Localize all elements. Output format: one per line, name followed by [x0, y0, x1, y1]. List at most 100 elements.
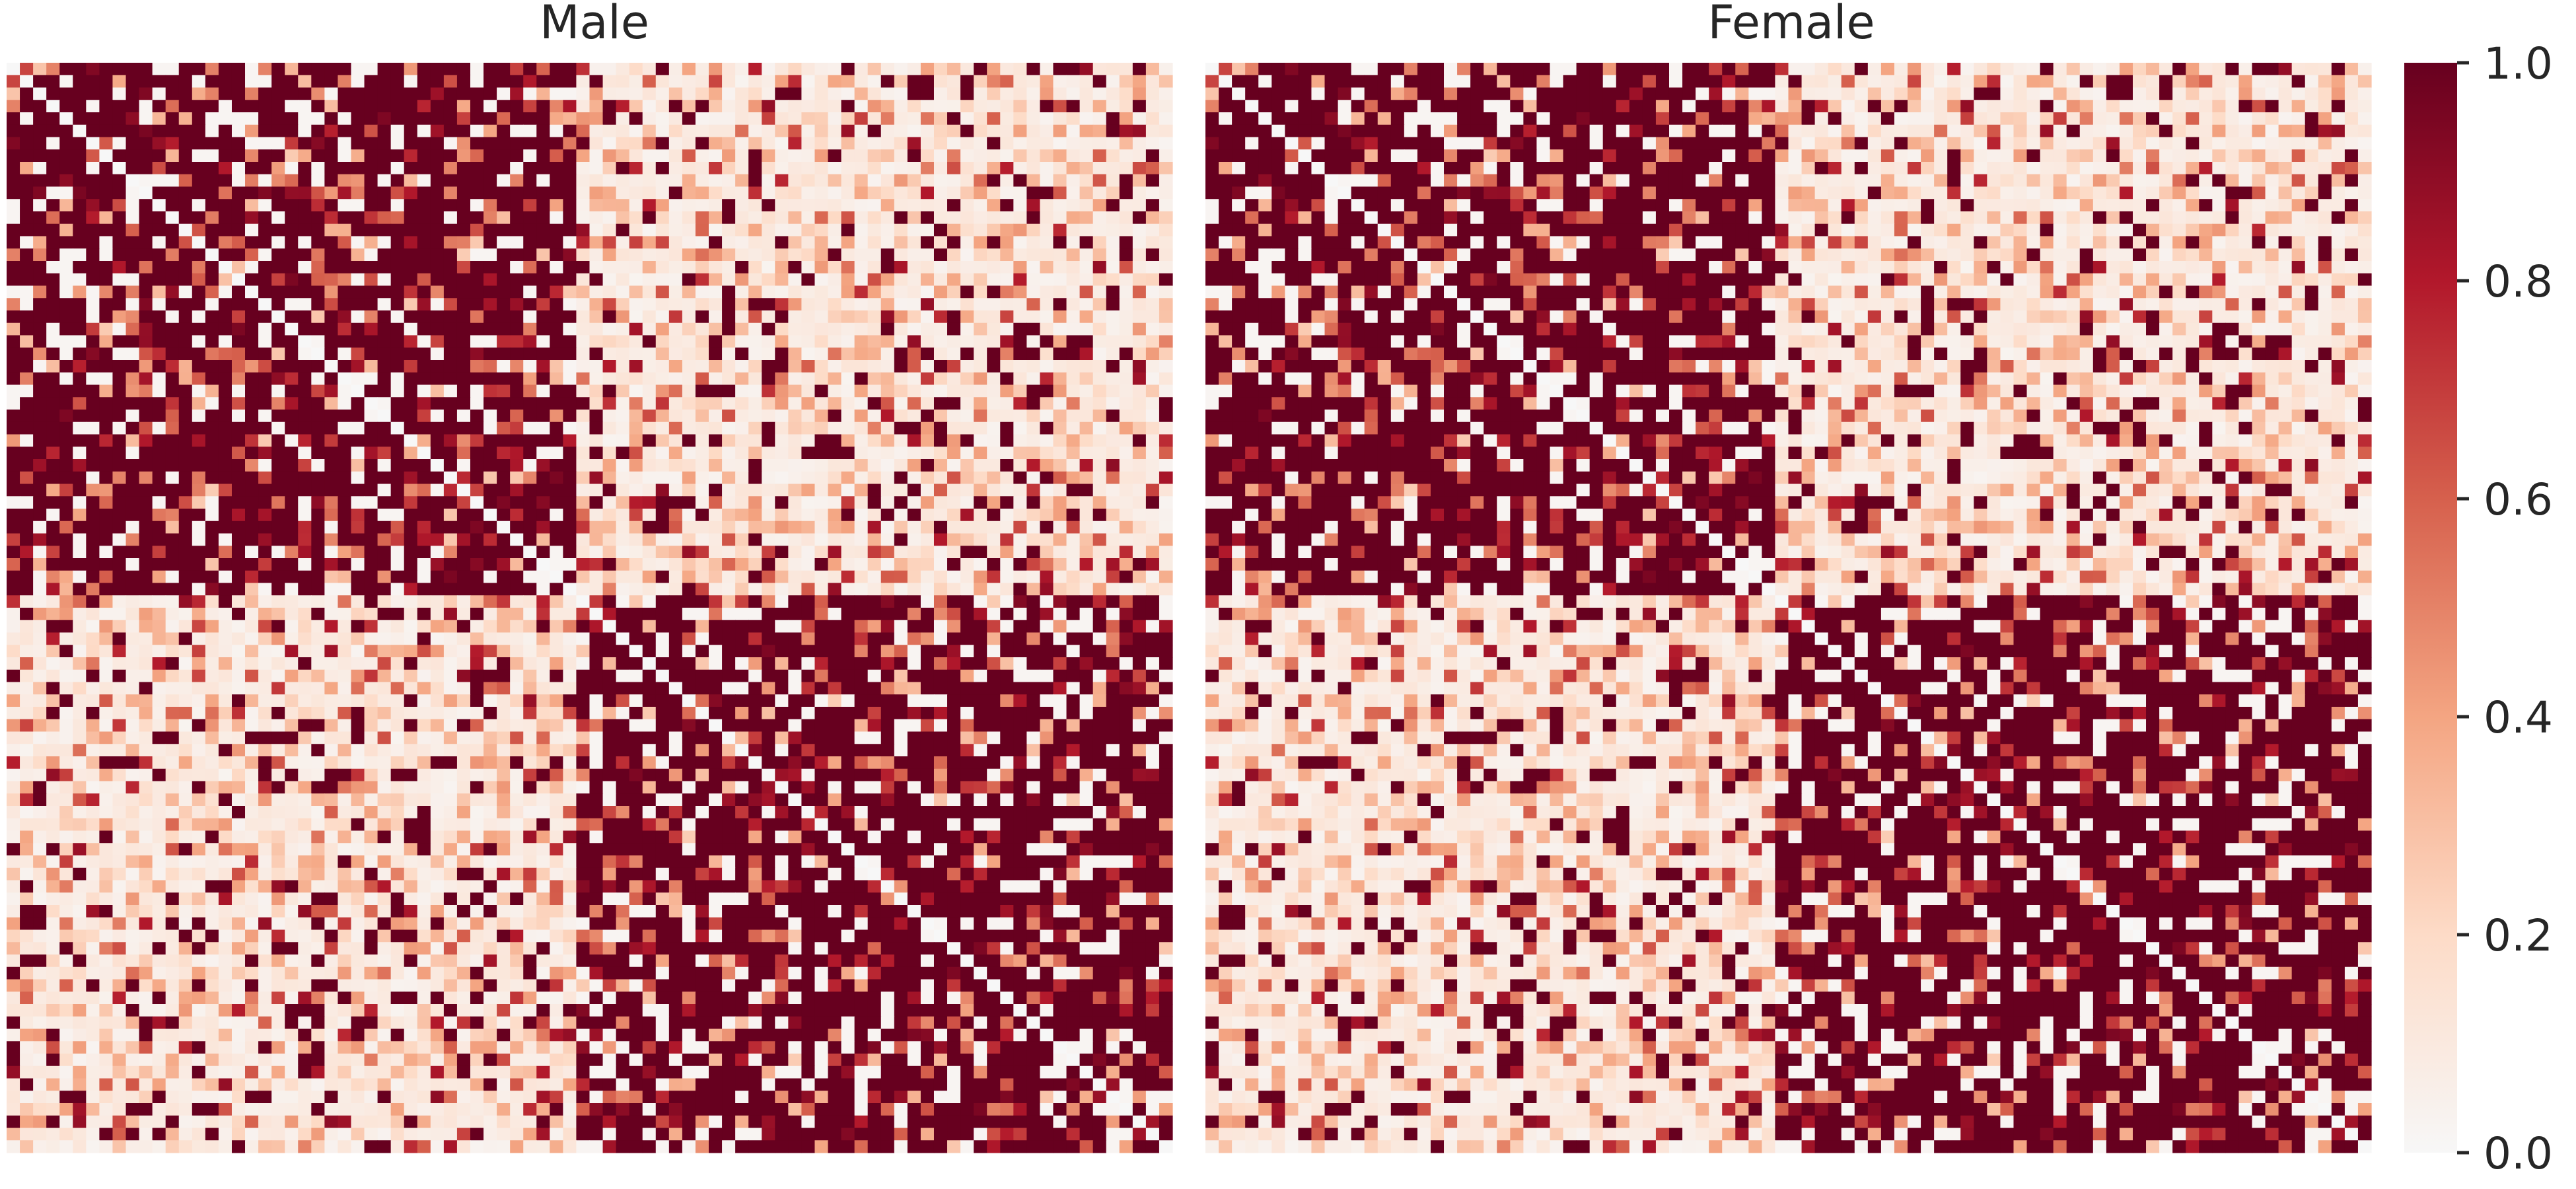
male-heatmap-cell: [99, 583, 114, 596]
male-heatmap-cell: [854, 63, 869, 76]
male-heatmap-cell: [33, 583, 47, 596]
male-heatmap-cell: [841, 632, 855, 645]
male-heatmap-cell: [960, 620, 974, 633]
male-heatmap-cell: [947, 87, 961, 100]
male-heatmap-cell: [523, 211, 537, 225]
male-heatmap-cell: [709, 248, 723, 262]
male-heatmap-cell: [73, 162, 87, 175]
male-heatmap-cell: [1159, 583, 1173, 596]
male-heatmap-cell: [20, 731, 34, 744]
male-heatmap-cell: [112, 595, 127, 608]
male-heatmap-cell: [629, 112, 643, 126]
male-heatmap-cell: [523, 360, 537, 373]
male-heatmap-cell: [854, 707, 869, 720]
male-heatmap-cell: [1053, 632, 1067, 645]
male-heatmap-cell: [1119, 223, 1133, 237]
male-heatmap-cell: [311, 546, 325, 559]
male-heatmap-cell: [762, 533, 775, 546]
male-heatmap-cell: [351, 496, 365, 509]
male-heatmap-cell: [1119, 546, 1133, 559]
male-heatmap-cell: [165, 719, 180, 733]
male-heatmap-cell: [814, 471, 829, 485]
male-heatmap-cell: [960, 137, 974, 150]
male-heatmap-cell: [1040, 410, 1054, 423]
male-heatmap-cell: [1026, 124, 1041, 138]
male-heatmap-cell: [589, 645, 604, 658]
male-heatmap-cell: [709, 137, 723, 150]
male-heatmap-cell: [1066, 137, 1081, 150]
male-heatmap-cell: [814, 434, 829, 447]
male-heatmap-cell: [735, 509, 749, 522]
male-heatmap-cell: [338, 322, 352, 336]
male-heatmap-cell: [1092, 546, 1107, 559]
male-heatmap-cell: [563, 756, 577, 770]
male-heatmap-cell: [682, 471, 696, 485]
male-heatmap-cell: [1119, 124, 1133, 138]
male-heatmap-cell: [99, 347, 114, 361]
male-heatmap-cell: [682, 211, 696, 225]
male-heatmap-cell: [351, 608, 365, 621]
male-heatmap-cell: [920, 533, 935, 546]
male-heatmap-cell: [722, 261, 736, 274]
male-heatmap-cell: [430, 372, 445, 386]
male-heatmap-cell: [762, 174, 775, 188]
male-heatmap-cell: [602, 285, 617, 299]
male-heatmap-cell: [814, 484, 829, 497]
male-heatmap-cell: [616, 149, 630, 162]
male-heatmap-cell: [285, 694, 299, 707]
male-heatmap-cell: [602, 124, 617, 138]
male-heatmap-cell: [73, 434, 87, 447]
male-heatmap-cell: [668, 162, 683, 175]
male-heatmap-cell: [510, 521, 524, 534]
male-heatmap-cell: [59, 162, 73, 175]
male-heatmap-cell: [563, 285, 577, 299]
male-heatmap-cell: [1013, 162, 1027, 175]
male-heatmap-cell: [377, 248, 392, 262]
male-heatmap-cell: [695, 310, 709, 324]
male-heatmap-cell: [1000, 744, 1014, 757]
male-heatmap-cell: [218, 248, 233, 262]
male-heatmap-cell: [960, 360, 974, 373]
male-heatmap-cell: [616, 546, 630, 559]
male-heatmap-cell: [112, 285, 127, 299]
male-heatmap-cell: [510, 533, 524, 546]
male-heatmap-cell: [377, 570, 392, 584]
male-heatmap-cell: [417, 347, 431, 361]
male-heatmap-cell: [59, 63, 73, 76]
male-heatmap-cell: [1013, 298, 1027, 311]
male-heatmap-cell: [338, 719, 352, 733]
male-heatmap-cell: [1106, 310, 1120, 324]
male-heatmap-cell: [722, 434, 736, 447]
male-heatmap-cell: [483, 248, 497, 262]
male-heatmap-cell: [20, 360, 34, 373]
male-heatmap-cell: [841, 372, 855, 386]
male-heatmap-cell: [285, 162, 299, 175]
male-heatmap-cell: [709, 421, 723, 435]
male-heatmap-cell: [443, 583, 458, 596]
male-heatmap-cell: [112, 162, 127, 175]
male-heatmap-cell: [1145, 261, 1160, 274]
male-heatmap-cell: [20, 261, 34, 274]
male-heatmap-cell: [960, 248, 974, 262]
male-heatmap-cell: [1040, 112, 1054, 126]
male-heatmap-cell: [1053, 707, 1067, 720]
male-heatmap-cell: [762, 322, 775, 336]
male-heatmap-cell: [139, 632, 153, 645]
male-heatmap-cell: [470, 310, 484, 324]
male-heatmap-cell: [536, 410, 550, 423]
male-heatmap-cell: [814, 174, 829, 188]
male-heatmap-cell: [960, 608, 974, 621]
male-heatmap-cell: [1092, 521, 1107, 534]
male-heatmap-cell: [722, 248, 736, 262]
male-heatmap-cell: [125, 583, 140, 596]
male-heatmap-cell: [46, 372, 60, 386]
male-heatmap-cell: [682, 484, 696, 497]
male-heatmap-cell: [192, 595, 206, 608]
male-heatmap-cell: [523, 682, 537, 695]
male-heatmap-cell: [1132, 310, 1147, 324]
male-heatmap-cell: [1053, 434, 1067, 447]
male-heatmap-cell: [974, 384, 987, 398]
male-heatmap-cell: [112, 682, 127, 695]
male-heatmap-cell: [112, 521, 127, 534]
male-heatmap-cell: [231, 657, 246, 670]
